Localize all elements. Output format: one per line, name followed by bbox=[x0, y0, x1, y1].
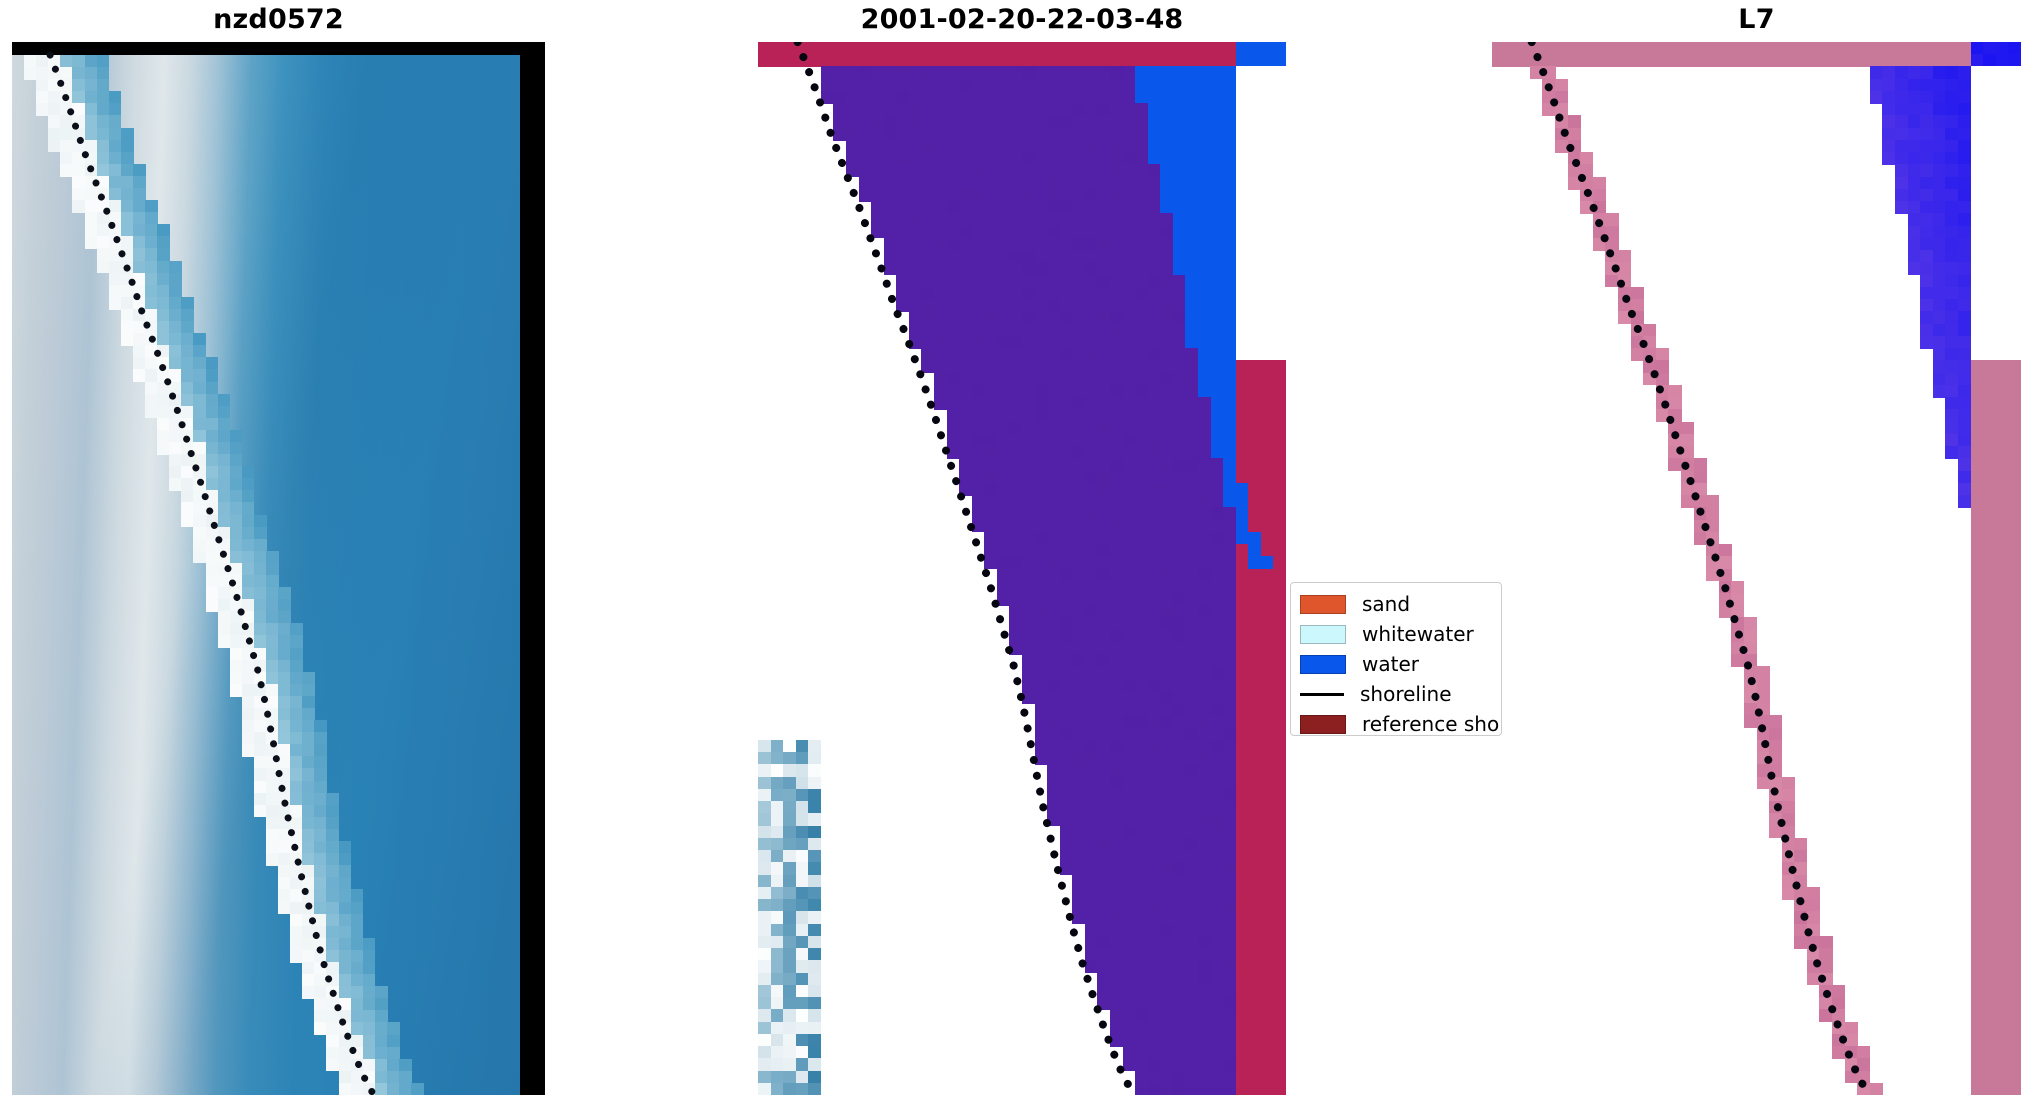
panel-title-rgb: nzd0572 bbox=[213, 4, 344, 35]
legend-swatch-reference-shoreline bbox=[1300, 714, 1346, 734]
legend-item-whitewater[interactable]: whitewater bbox=[1291, 619, 1501, 649]
legend-label-shoreline: shoreline bbox=[1360, 682, 1452, 706]
panel-title-classified: 2001-02-20-22-03-48 bbox=[860, 4, 1184, 35]
legend-swatch-water bbox=[1300, 654, 1346, 674]
legend-item-sand[interactable]: sand bbox=[1291, 589, 1501, 619]
legend-label-reference-shoreline: reference shoreline bbox=[1362, 712, 1501, 736]
panel-classified[interactable] bbox=[758, 42, 1286, 1095]
rgb-raster bbox=[12, 51, 520, 1095]
legend-swatch-shoreline bbox=[1300, 692, 1344, 696]
legend-box[interactable]: sand whitewater water shoreline referenc… bbox=[1290, 582, 1502, 736]
panel-rgb[interactable] bbox=[12, 42, 545, 1095]
legend-item-reference-shoreline[interactable]: reference shoreline bbox=[1291, 709, 1501, 736]
legend-label-whitewater: whitewater bbox=[1362, 622, 1474, 646]
legend-label-sand: sand bbox=[1362, 592, 1411, 616]
legend-label-water: water bbox=[1362, 652, 1419, 676]
panel-l7[interactable] bbox=[1492, 42, 2021, 1095]
panel-title-l7: L7 bbox=[1738, 4, 1775, 35]
legend-swatch-sand bbox=[1300, 594, 1346, 614]
legend-item-shoreline[interactable]: shoreline bbox=[1291, 679, 1501, 709]
classified-raster bbox=[758, 42, 1286, 1095]
l7-raster bbox=[1492, 42, 2021, 1095]
legend-item-water[interactable]: water bbox=[1291, 649, 1501, 679]
legend-swatch-whitewater bbox=[1300, 624, 1346, 644]
